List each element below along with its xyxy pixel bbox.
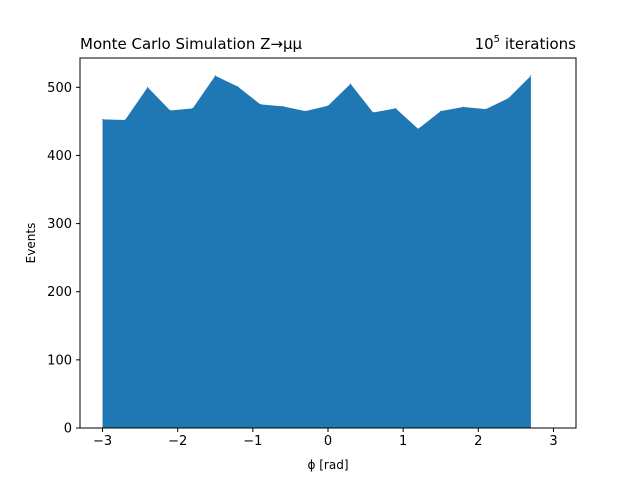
data-point	[147, 86, 149, 88]
x-tick-label: 1	[399, 434, 407, 449]
data-point	[169, 109, 171, 111]
y-axis-label: Events	[24, 223, 38, 264]
data-point	[304, 110, 306, 112]
x-axis: −3 −2 −1 0 1 2 3	[93, 428, 558, 449]
data-point	[462, 106, 464, 108]
y-tick-label: 500	[47, 81, 72, 96]
area-series	[102, 75, 532, 428]
x-tick-label: 2	[474, 434, 482, 449]
y-tick-label: 300	[47, 217, 72, 232]
data-point	[530, 75, 532, 77]
data-point	[192, 107, 194, 109]
data-point	[417, 128, 419, 130]
x-tick-label: −2	[168, 434, 187, 449]
y-tick-label: 200	[47, 285, 72, 300]
x-tick-label: 3	[549, 434, 557, 449]
chart-title: Monte Carlo Simulation Z→μμ	[80, 35, 303, 53]
data-point	[395, 107, 397, 109]
data-point	[282, 105, 284, 107]
data-point	[440, 110, 442, 112]
y-tick-label: 100	[47, 353, 72, 368]
data-point	[237, 86, 239, 88]
x-axis-label: ϕ [rad]	[308, 458, 349, 472]
data-point	[124, 119, 126, 121]
data-point	[485, 108, 487, 110]
title-right-exponent: 5	[494, 34, 500, 45]
data-point	[259, 103, 261, 105]
data-point	[214, 75, 216, 77]
x-tick-label: −3	[93, 434, 112, 449]
data-point	[102, 118, 104, 120]
x-tick-label: −1	[243, 434, 262, 449]
y-tick-label: 400	[47, 149, 72, 164]
data-point	[507, 97, 509, 99]
data-point	[372, 112, 374, 114]
area-fill-0	[102, 75, 531, 428]
data-point	[327, 105, 329, 107]
chart-title-right: 105 iterations	[475, 34, 577, 53]
title-right-text: iterations	[500, 35, 576, 53]
title-right-base: 10	[475, 35, 494, 53]
y-tick-label: 0	[64, 422, 72, 437]
y-axis: 0 100 200 300 400 500	[47, 81, 80, 437]
data-point	[350, 83, 352, 85]
x-tick-label: 0	[324, 434, 332, 449]
